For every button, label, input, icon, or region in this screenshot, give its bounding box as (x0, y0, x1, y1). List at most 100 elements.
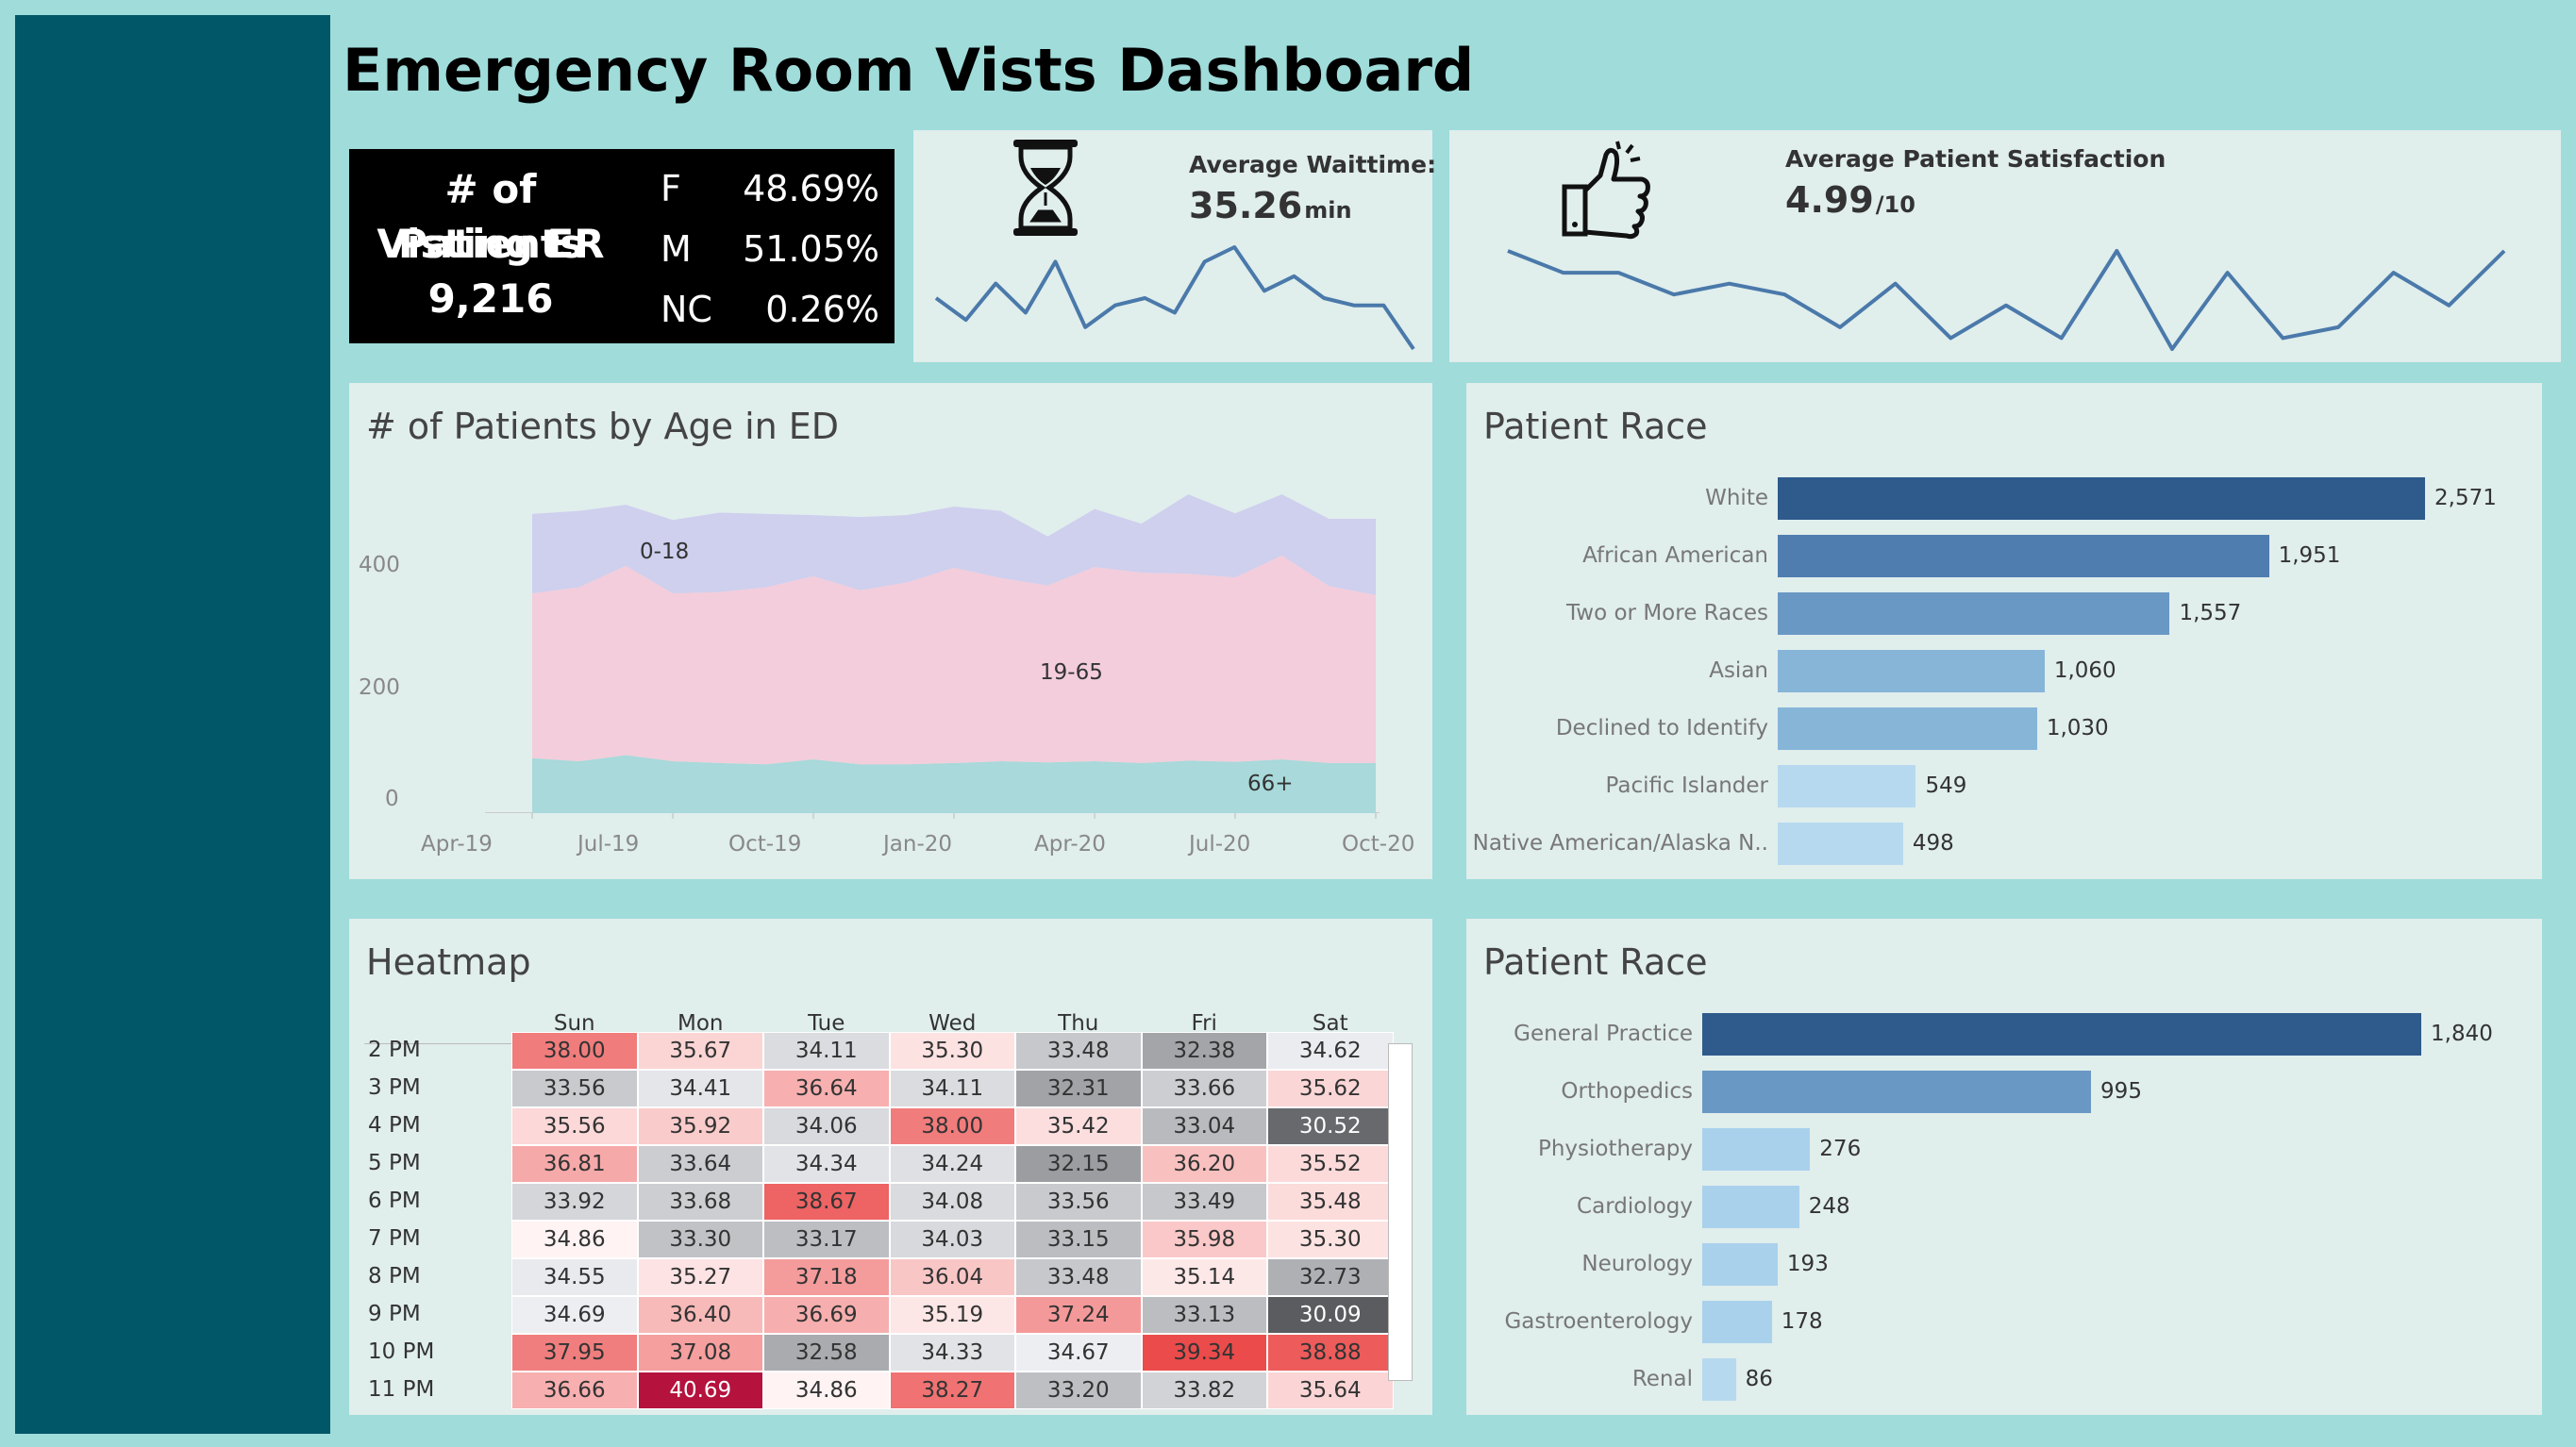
bar-value-label: 193 (1786, 1251, 1829, 1276)
heatmap-row-label: 7 PM (368, 1226, 421, 1251)
bar[interactable] (1778, 765, 1916, 807)
bar[interactable] (1778, 535, 2269, 577)
heatmap-cell[interactable]: 37.95 (511, 1334, 638, 1372)
heatmap-cell[interactable]: 32.58 (763, 1334, 890, 1372)
heatmap-cell[interactable]: 39.34 (1141, 1334, 1267, 1372)
x-tick-oct19: Oct-19 (728, 832, 802, 857)
heatmap-cell[interactable]: 34.08 (889, 1183, 1015, 1221)
heatmap-cell[interactable]: 36.81 (511, 1145, 638, 1183)
heatmap-cell[interactable]: 32.38 (1141, 1032, 1267, 1070)
heatmap-cell[interactable]: 33.49 (1141, 1183, 1267, 1221)
heatmap-row-label: 10 PM (368, 1339, 435, 1364)
heatmap-cell[interactable]: 35.64 (1267, 1372, 1394, 1409)
bar[interactable] (1702, 1301, 1772, 1343)
bar[interactable] (1778, 592, 2170, 635)
area-label-19-65: 19-65 (1040, 660, 1103, 685)
heatmap-cell[interactable]: 35.62 (1267, 1070, 1394, 1107)
heatmap-cell[interactable]: 38.88 (1267, 1334, 1394, 1372)
heatmap-cell[interactable]: 32.73 (1267, 1258, 1394, 1296)
heatmap-cell[interactable]: 33.92 (511, 1183, 638, 1221)
heatmap-cell[interactable]: 37.18 (763, 1258, 890, 1296)
heatmap-cell[interactable]: 38.00 (889, 1107, 1015, 1145)
heatmap-cell[interactable]: 35.27 (637, 1258, 763, 1296)
heatmap-cell[interactable]: 37.24 (1015, 1296, 1142, 1334)
heatmap-cell[interactable]: 33.48 (1015, 1032, 1142, 1070)
bar-label: Renal (1631, 1366, 1693, 1391)
heatmap-cell[interactable]: 34.41 (637, 1070, 763, 1107)
x-tick-apr19: Apr-19 (421, 832, 493, 857)
bar[interactable] (1702, 1071, 2092, 1113)
heatmap-cell[interactable]: 35.48 (1267, 1183, 1394, 1221)
heatmap-cell[interactable]: 36.66 (511, 1372, 638, 1409)
heatmap-cell[interactable]: 33.64 (637, 1145, 763, 1183)
heatmap-cell[interactable]: 34.62 (1267, 1032, 1394, 1070)
heatmap-cell[interactable]: 33.17 (763, 1221, 890, 1258)
heatmap-cell[interactable]: 34.67 (1015, 1334, 1142, 1372)
bar[interactable] (1778, 823, 1903, 865)
bar[interactable] (1702, 1128, 1811, 1171)
bar-value-label: 86 (1745, 1366, 1773, 1391)
heatmap-cell[interactable]: 35.42 (1015, 1107, 1142, 1145)
heatmap-cell[interactable]: 33.66 (1141, 1070, 1267, 1107)
heatmap-cell[interactable]: 34.55 (511, 1258, 638, 1296)
heatmap-cell[interactable]: 38.67 (763, 1183, 890, 1221)
heatmap-cell[interactable]: 36.69 (763, 1296, 890, 1334)
heatmap-cell[interactable]: 34.03 (889, 1221, 1015, 1258)
heatmap-cell[interactable]: 35.56 (511, 1107, 638, 1145)
heatmap-cell[interactable]: 34.06 (763, 1107, 890, 1145)
bar-value-label: 1,840 (2431, 1021, 2493, 1046)
heatmap-cell[interactable]: 34.24 (889, 1145, 1015, 1183)
heatmap-cell[interactable]: 33.04 (1141, 1107, 1267, 1145)
heatmap-cell[interactable]: 33.82 (1141, 1372, 1267, 1409)
heatmap-cell[interactable]: 33.15 (1015, 1221, 1142, 1258)
heatmap-cell[interactable]: 35.14 (1141, 1258, 1267, 1296)
patients-total-count: 9,216 (427, 275, 554, 322)
heatmap-cell[interactable]: 36.40 (637, 1296, 763, 1334)
heatmap-cell[interactable]: 34.34 (763, 1145, 890, 1183)
heatmap-cell[interactable]: 36.64 (763, 1070, 890, 1107)
heatmap-cell[interactable]: 38.27 (889, 1372, 1015, 1409)
heatmap-cell[interactable]: 35.98 (1141, 1221, 1267, 1258)
heatmap-cell[interactable]: 35.92 (637, 1107, 763, 1145)
heatmap-cell[interactable]: 38.00 (511, 1032, 638, 1070)
heatmap-cell[interactable]: 35.30 (889, 1032, 1015, 1070)
bar[interactable] (1702, 1186, 1799, 1228)
heatmap-cell[interactable]: 33.20 (1015, 1372, 1142, 1409)
heatmap-cell[interactable]: 40.69 (637, 1372, 763, 1409)
bar[interactable] (1778, 477, 2425, 520)
heatmap-cell[interactable]: 36.20 (1141, 1145, 1267, 1183)
heatmap-cell[interactable]: 30.09 (1267, 1296, 1394, 1334)
heatmap-cell[interactable]: 33.13 (1141, 1296, 1267, 1334)
heatmap-cell[interactable]: 35.19 (889, 1296, 1015, 1334)
gender-label-m: M (661, 228, 692, 270)
y-tick-400: 400 (359, 553, 400, 577)
heatmap-cell[interactable]: 34.11 (763, 1032, 890, 1070)
bar[interactable] (1702, 1243, 1778, 1286)
heatmap-cell[interactable]: 35.52 (1267, 1145, 1394, 1183)
heatmap-cell[interactable]: 33.48 (1015, 1258, 1142, 1296)
heatmap-cell[interactable]: 33.56 (1015, 1183, 1142, 1221)
bar-label: General Practice (1514, 1021, 1693, 1046)
heatmap-cell[interactable]: 34.86 (763, 1372, 890, 1409)
bar[interactable] (1778, 707, 2037, 750)
heatmap-cell[interactable]: 32.31 (1015, 1070, 1142, 1107)
dashboard-title: Emergency Room Vists Dashboard (343, 36, 1475, 105)
waittime-line (934, 245, 1415, 351)
heatmap-cell[interactable]: 34.33 (889, 1334, 1015, 1372)
heatmap-scrollbar[interactable] (1388, 1043, 1413, 1381)
bar[interactable] (1702, 1013, 2421, 1056)
heatmap-cell[interactable]: 35.30 (1267, 1221, 1394, 1258)
heatmap-cell[interactable]: 35.67 (637, 1032, 763, 1070)
heatmap-cell[interactable]: 33.30 (637, 1221, 763, 1258)
heatmap-cell[interactable]: 34.69 (511, 1296, 638, 1334)
heatmap-cell[interactable]: 32.15 (1015, 1145, 1142, 1183)
bar[interactable] (1702, 1358, 1736, 1401)
heatmap-cell[interactable]: 34.11 (889, 1070, 1015, 1107)
heatmap-cell[interactable]: 37.08 (637, 1334, 763, 1372)
heatmap-cell[interactable]: 33.68 (637, 1183, 763, 1221)
bar[interactable] (1778, 650, 2045, 692)
heatmap-cell[interactable]: 36.04 (889, 1258, 1015, 1296)
heatmap-cell[interactable]: 34.86 (511, 1221, 638, 1258)
heatmap-cell[interactable]: 33.56 (511, 1070, 638, 1107)
heatmap-cell[interactable]: 30.52 (1267, 1107, 1394, 1145)
